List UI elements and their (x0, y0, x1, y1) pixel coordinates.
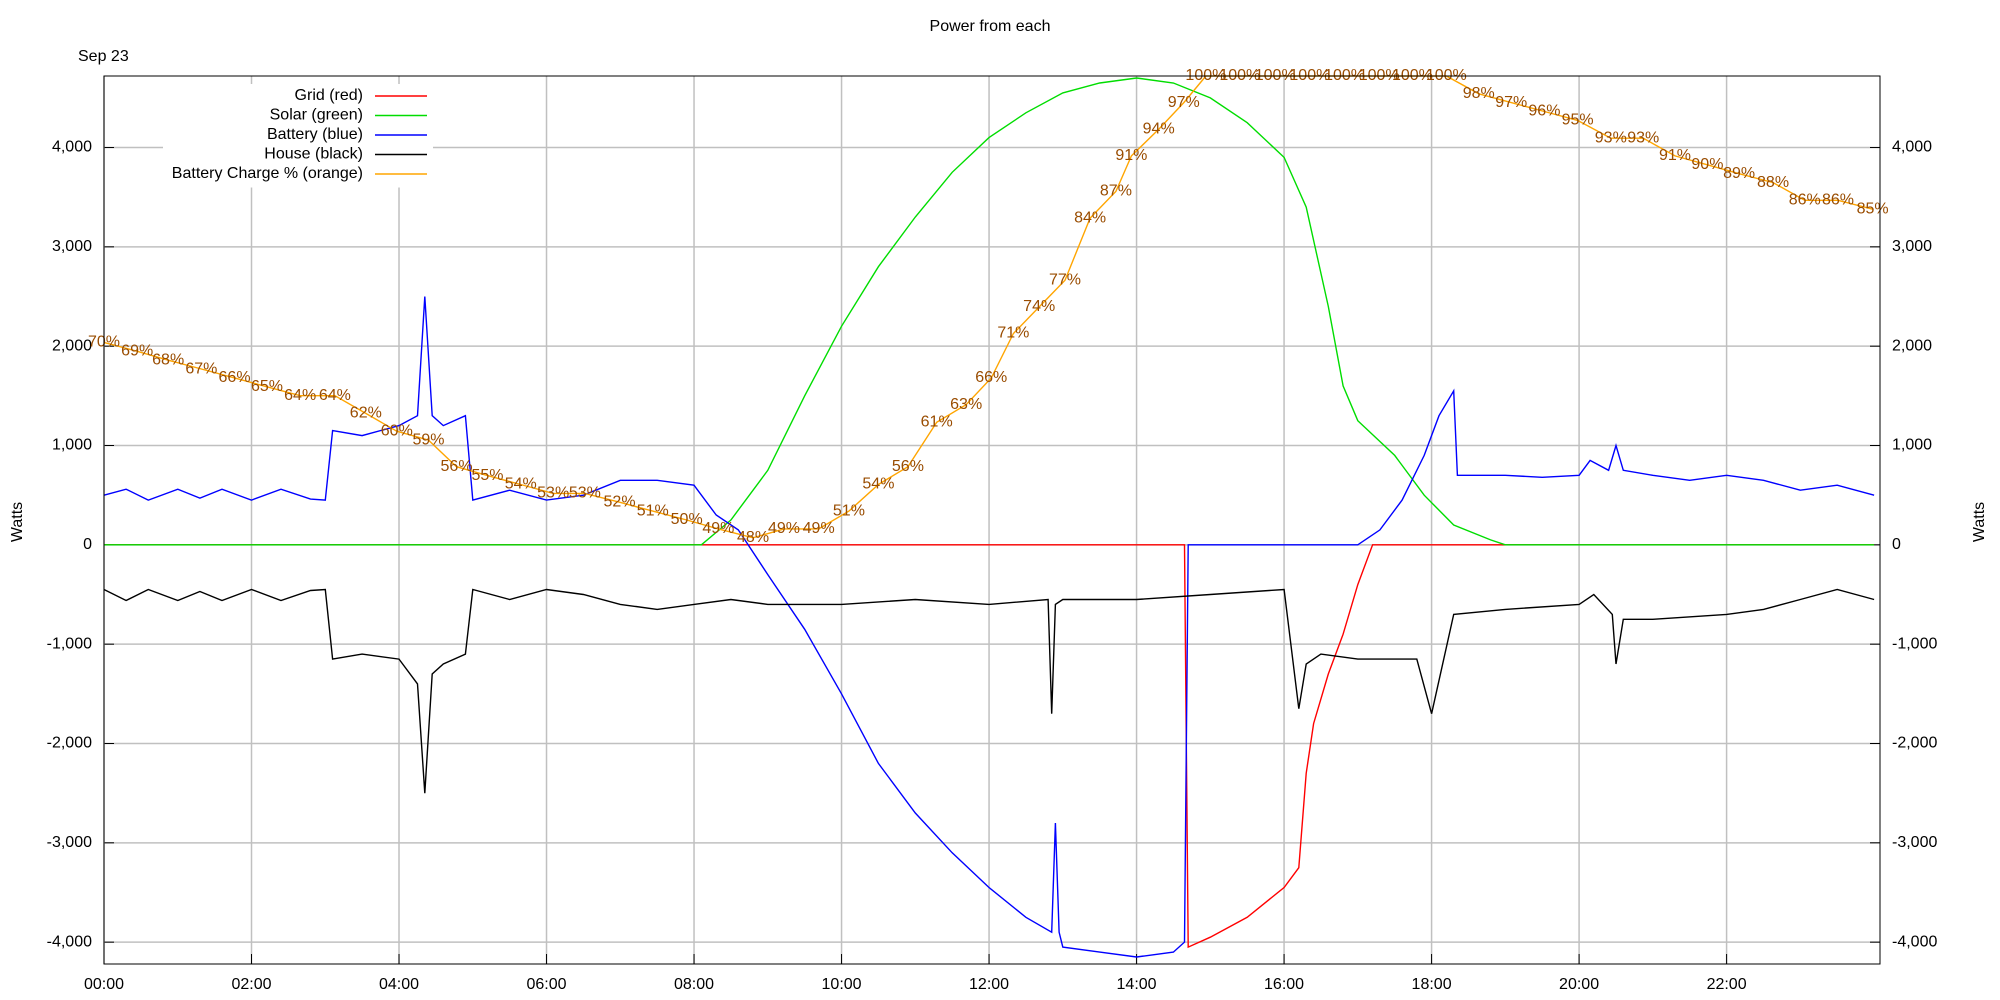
y-axis-label: Watts (9, 502, 26, 542)
x-tick-label: 06:00 (527, 976, 567, 993)
data-label: 63% (950, 396, 982, 413)
data-label: 97% (1495, 94, 1527, 111)
x-tick-label: 14:00 (1117, 976, 1157, 993)
data-label: 61% (921, 414, 953, 431)
data-label: 88% (1757, 174, 1789, 191)
data-label: 49% (702, 520, 734, 537)
y-tick-label: -4,000 (47, 933, 92, 950)
y-tick-label: 2,000 (52, 337, 92, 354)
data-label: 68% (152, 351, 184, 368)
data-label: 60% (381, 422, 413, 439)
y-tick-label: 4,000 (52, 139, 92, 156)
y2-tick-label: 0 (1892, 536, 1901, 553)
y2-axis-label: Watts (1971, 502, 1988, 542)
legend-label: Solar (green) (270, 107, 363, 124)
data-label: 98% (1463, 85, 1495, 102)
data-label: 91% (1659, 147, 1691, 164)
y-tick-label: -3,000 (47, 834, 92, 851)
data-label: 67% (185, 360, 217, 377)
x-tick-label: 04:00 (379, 976, 419, 993)
data-label: 86% (1789, 192, 1821, 209)
data-label: 50% (671, 511, 703, 528)
data-label: 51% (637, 502, 669, 519)
data-label: 62% (350, 405, 382, 422)
data-label: 65% (251, 378, 283, 395)
plot-frame (103, 75, 1881, 965)
data-label: 91% (1115, 147, 1147, 164)
data-label: 66% (219, 369, 251, 386)
data-label: 66% (975, 369, 1007, 386)
data-label: 55% (472, 467, 504, 484)
y-tick-label: 0 (83, 536, 92, 553)
data-label: 71% (997, 325, 1029, 342)
x-tick-label: 22:00 (1707, 976, 1747, 993)
x-tick-label: 02:00 (231, 976, 271, 993)
x-tick-label: 00:00 (84, 976, 124, 993)
data-label: 87% (1100, 183, 1132, 200)
x-tick-label: 10:00 (822, 976, 862, 993)
x-tick-label: 20:00 (1559, 976, 1599, 993)
legend-background (163, 84, 433, 188)
data-label: 96% (1528, 103, 1560, 120)
data-label: 90% (1691, 156, 1723, 173)
y2-tick-label: -4,000 (1892, 933, 1937, 950)
data-label: 56% (441, 458, 473, 475)
data-label: 53% (537, 485, 569, 502)
data-label: 48% (737, 529, 769, 546)
y-tick-label: 3,000 (52, 238, 92, 255)
data-label: 64% (284, 387, 316, 404)
y2-tick-label: 4,000 (1892, 139, 1932, 156)
data-label: 54% (862, 476, 894, 493)
y2-tick-label: 2,000 (1892, 337, 1932, 354)
series-line (104, 544, 1875, 949)
data-label: 77% (1049, 271, 1081, 288)
data-label: 51% (833, 502, 865, 519)
y2-tick-label: -1,000 (1892, 635, 1937, 652)
data-label: 49% (768, 520, 800, 537)
series-line (103, 75, 1873, 539)
x-tick-label: 18:00 (1412, 976, 1452, 993)
data-label: 69% (121, 342, 153, 359)
y2-tick-label: -2,000 (1892, 735, 1937, 752)
data-label: 84% (1074, 209, 1106, 226)
data-label: 74% (1023, 298, 1055, 315)
y2-tick-label: 3,000 (1892, 238, 1932, 255)
data-label: 93% (1627, 129, 1659, 146)
x-tick-label: 08:00 (674, 976, 714, 993)
legend-label: House (black) (264, 146, 363, 163)
data-label: 97% (1168, 94, 1200, 111)
legend-label: Grid (red) (295, 87, 363, 104)
y2-tick-label: 1,000 (1892, 437, 1932, 454)
data-label: 53% (569, 485, 601, 502)
data-label: 56% (892, 458, 924, 475)
data-label: 95% (1562, 112, 1594, 129)
y2-tick-label: -3,000 (1892, 834, 1937, 851)
x-tick-label: 12:00 (969, 976, 1009, 993)
y-tick-label: -2,000 (47, 735, 92, 752)
series-line (104, 77, 1875, 546)
data-label: 52% (604, 493, 636, 510)
data-label: 54% (505, 476, 537, 493)
series-line (103, 588, 1875, 794)
data-label: 49% (803, 520, 835, 537)
y-tick-label: 1,000 (52, 437, 92, 454)
data-label: 64% (319, 387, 351, 404)
data-label: 94% (1143, 120, 1175, 137)
series-line (103, 296, 1875, 958)
data-label: 85% (1857, 200, 1889, 217)
date-label: Sep 23 (78, 48, 129, 65)
chart-title: Power from each (930, 18, 1051, 35)
data-label: 89% (1723, 165, 1755, 182)
data-label: 59% (413, 431, 445, 448)
data-label: 93% (1595, 129, 1627, 146)
y-tick-label: -1,000 (47, 635, 92, 652)
x-tick-label: 16:00 (1264, 976, 1304, 993)
legend-label: Battery Charge % (orange) (172, 165, 363, 182)
data-label: 86% (1822, 192, 1854, 209)
legend-label: Battery (blue) (267, 126, 363, 143)
